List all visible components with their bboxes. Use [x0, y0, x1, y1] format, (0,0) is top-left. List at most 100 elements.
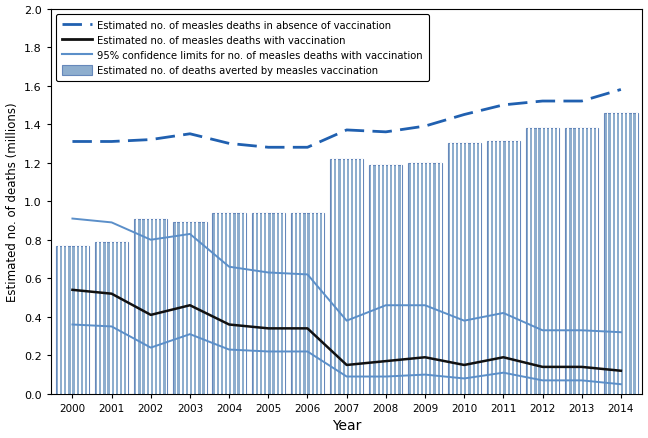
Bar [440, 163, 442, 394]
Bar [318, 213, 320, 394]
Bar [157, 219, 159, 394]
Bar [71, 246, 73, 394]
Bar [448, 144, 481, 394]
Bar [122, 242, 124, 394]
Bar [362, 159, 364, 394]
Bar [83, 246, 85, 394]
Bar [201, 223, 202, 394]
Bar [423, 163, 425, 394]
Bar [275, 213, 277, 394]
Bar [310, 213, 312, 394]
Bar [102, 242, 103, 394]
Bar [153, 219, 155, 394]
Bar [357, 159, 359, 394]
Bar [271, 213, 272, 394]
Bar [627, 113, 629, 394]
Bar [427, 163, 429, 394]
Bar [205, 223, 207, 394]
Bar [231, 213, 233, 394]
Bar [619, 113, 621, 394]
Bar [79, 246, 81, 394]
Bar [176, 223, 178, 394]
Bar [489, 142, 491, 394]
Bar [479, 144, 481, 394]
Bar [184, 223, 186, 394]
Bar [462, 144, 464, 394]
Bar [588, 129, 590, 394]
Bar [262, 213, 264, 394]
Bar [149, 219, 151, 394]
Bar [192, 223, 194, 394]
Bar [623, 113, 625, 394]
Bar [565, 129, 598, 394]
Bar [161, 219, 163, 394]
Bar [435, 163, 437, 394]
Bar [301, 213, 303, 394]
Bar [533, 129, 534, 394]
Bar [497, 142, 499, 394]
Bar [314, 213, 316, 394]
Bar [636, 113, 638, 394]
Bar [291, 213, 324, 394]
Bar [213, 213, 246, 394]
Bar [549, 129, 551, 394]
Bar [454, 144, 456, 394]
Bar [341, 159, 343, 394]
Bar [297, 213, 299, 394]
Bar [545, 129, 547, 394]
Bar [475, 144, 477, 394]
Bar [502, 142, 503, 394]
Bar [114, 242, 116, 394]
Legend: Estimated no. of measles deaths in absence of vaccination, Estimated no. of meas: Estimated no. of measles deaths in absen… [56, 14, 428, 82]
Bar [607, 113, 608, 394]
Bar [188, 223, 190, 394]
Bar [528, 129, 530, 394]
Bar [110, 242, 111, 394]
Bar [58, 246, 60, 394]
Bar [575, 129, 577, 394]
Bar [380, 165, 382, 394]
Bar [514, 142, 516, 394]
Bar [615, 113, 617, 394]
Bar [505, 142, 507, 394]
Bar [134, 219, 167, 394]
Bar [244, 213, 246, 394]
Bar [75, 246, 76, 394]
Bar [95, 242, 128, 394]
Bar [330, 159, 364, 394]
Bar [392, 165, 394, 394]
Bar [332, 159, 334, 394]
Bar [279, 213, 281, 394]
Bar [568, 129, 569, 394]
Bar [470, 144, 472, 394]
Bar [526, 129, 559, 394]
Bar [487, 142, 520, 394]
Bar [610, 113, 612, 394]
Bar [236, 213, 237, 394]
Bar [165, 219, 167, 394]
Bar [141, 219, 143, 394]
Bar [223, 213, 225, 394]
Bar [106, 242, 108, 394]
Bar [632, 113, 633, 394]
Bar [467, 144, 469, 394]
Bar [510, 142, 512, 394]
X-axis label: Year: Year [332, 418, 362, 432]
Bar [419, 163, 421, 394]
Bar [97, 242, 99, 394]
Bar [258, 213, 260, 394]
Bar [411, 163, 413, 394]
Bar [518, 142, 520, 394]
Bar [458, 144, 460, 394]
Y-axis label: Estimated no. of deaths (millions): Estimated no. of deaths (millions) [6, 102, 19, 301]
Bar [227, 213, 229, 394]
Bar [400, 165, 402, 394]
Bar [450, 144, 452, 394]
Bar [254, 213, 256, 394]
Bar [584, 129, 586, 394]
Bar [597, 129, 598, 394]
Bar [306, 213, 308, 394]
Bar [137, 219, 138, 394]
Bar [592, 129, 594, 394]
Bar [219, 213, 221, 394]
